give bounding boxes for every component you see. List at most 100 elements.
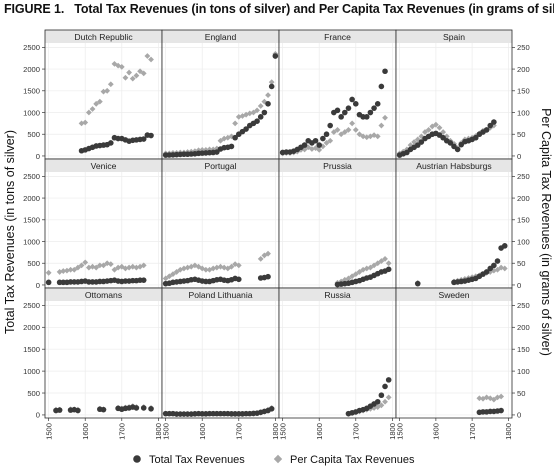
panel-title-dutch-republic: Dutch Republic	[74, 32, 133, 42]
total-revenue-point	[229, 144, 235, 150]
total-revenue-point	[349, 97, 355, 103]
total-revenue-point	[491, 263, 497, 269]
total-revenue-point	[313, 138, 319, 144]
total-revenue-point	[141, 405, 147, 411]
y-left-axis-title: Total Tax Revenues (in tons of silver)	[3, 130, 17, 334]
x-tick-label: 1700	[352, 423, 361, 440]
total-revenue-point	[258, 114, 264, 120]
x-tick-label: 1500	[161, 423, 170, 440]
legend-total-marker	[133, 455, 141, 463]
x-tick-label: 1500	[395, 423, 404, 440]
y-left-tick-label: 500	[27, 389, 40, 398]
x-tick-label: 1800	[504, 423, 513, 440]
total-revenue-point	[148, 133, 154, 139]
x-tick-label: 1600	[81, 423, 90, 440]
total-revenue-point	[141, 277, 147, 283]
y-right-tick-label: 250	[517, 301, 530, 310]
y-left-tick-label: 1500	[23, 216, 40, 225]
total-revenue-point	[46, 280, 52, 286]
y-right-tick-label: 150	[517, 345, 530, 354]
y-right-tick-label: 50	[517, 389, 525, 398]
y-left-tick-label: 1000	[23, 108, 40, 117]
y-left-tick-label: 1500	[23, 87, 40, 96]
panel-title-poland-lithuania: Poland Lithuania	[188, 290, 252, 300]
total-revenue-point	[320, 136, 326, 142]
total-revenue-point	[338, 114, 344, 120]
legend-total-label: Total Tax Revenues	[149, 454, 245, 466]
total-revenue-point	[269, 84, 275, 90]
total-revenue-point	[148, 406, 154, 412]
y-right-tick-label: 0	[517, 281, 521, 290]
total-revenue-point	[382, 68, 388, 74]
total-revenue-point	[386, 377, 392, 383]
y-right-axis-title: Per Capita Tax Revenues (in grams of sil…	[539, 108, 553, 356]
y-left-tick-label: 2000	[23, 194, 40, 203]
panel-background-prussia	[279, 172, 396, 288]
panel-title-sweden: Sweden	[438, 290, 469, 300]
total-revenue-point	[108, 140, 114, 146]
x-tick-label: 1600	[432, 423, 441, 440]
total-revenue-point	[379, 392, 385, 398]
total-revenue-point	[375, 101, 381, 107]
total-revenue-point	[324, 131, 330, 137]
total-revenue-point	[353, 101, 359, 107]
x-tick-label: 1700	[118, 423, 127, 440]
y-left-tick-label: 2000	[23, 65, 40, 74]
total-revenue-point	[498, 408, 504, 414]
y-left-tick-label: 2500	[23, 301, 40, 310]
y-right-tick-label: 50	[517, 130, 525, 139]
y-right-tick-label: 100	[517, 367, 530, 376]
y-right-tick-label: 250	[517, 172, 530, 181]
y-left-tick-label: 2500	[23, 43, 40, 52]
y-right-tick-label: 0	[517, 411, 521, 420]
panel-title-russia: Russia	[324, 290, 350, 300]
total-revenue-point	[236, 277, 242, 283]
panel-title-portugal: Portugal	[204, 161, 236, 171]
total-revenue-point	[57, 407, 63, 413]
panel-title-austrian-habsburgs: Austrian Habsburgs	[416, 161, 491, 171]
total-revenue-point	[342, 110, 348, 116]
total-revenue-point	[265, 101, 271, 107]
y-right-tick-label: 100	[517, 108, 530, 117]
total-revenue-point	[364, 114, 370, 120]
total-revenue-point	[269, 406, 275, 412]
panel-title-ottomans: Ottomans	[85, 290, 122, 300]
total-revenue-point	[254, 118, 260, 124]
panel-background-france	[279, 43, 396, 159]
total-revenue-point	[316, 142, 322, 148]
panel-title-france: France	[324, 32, 351, 42]
y-left-tick-label: 1500	[23, 345, 40, 354]
total-revenue-point	[371, 105, 377, 111]
y-left-tick-label: 500	[27, 130, 40, 139]
y-right-tick-label: 200	[517, 65, 530, 74]
legend-per-capita-marker	[274, 455, 282, 463]
total-revenue-point	[302, 142, 308, 148]
panel-background-ottomans	[45, 301, 162, 418]
panel-background-poland-lithuania	[162, 301, 279, 418]
total-revenue-point	[262, 110, 268, 116]
total-revenue-point	[346, 105, 352, 111]
total-revenue-point	[455, 147, 461, 153]
panel-title-venice: Venice	[91, 161, 117, 171]
total-revenue-point	[101, 407, 107, 413]
total-revenue-point	[368, 110, 374, 116]
total-revenue-point	[382, 384, 388, 390]
panel-title-spain: Spain	[443, 32, 465, 42]
y-left-tick-label: 1000	[23, 367, 40, 376]
x-tick-label: 1600	[315, 423, 324, 440]
legend-per-capita-label: Per Capita Tax Revenues	[290, 454, 415, 466]
y-right-tick-label: 100	[517, 237, 530, 246]
x-tick-label: 1600	[198, 423, 207, 440]
panel-title-england: England	[205, 32, 237, 42]
y-right-tick-label: 150	[517, 87, 530, 96]
y-left-tick-label: 0	[36, 411, 40, 420]
total-revenue-point	[495, 258, 501, 264]
y-left-tick-label: 500	[27, 259, 40, 268]
y-left-tick-label: 2500	[23, 172, 40, 181]
y-right-tick-label: 200	[517, 194, 530, 203]
y-right-tick-label: 150	[517, 216, 530, 225]
total-revenue-point	[386, 267, 392, 273]
y-right-tick-label: 200	[517, 323, 530, 332]
total-revenue-point	[327, 123, 333, 129]
